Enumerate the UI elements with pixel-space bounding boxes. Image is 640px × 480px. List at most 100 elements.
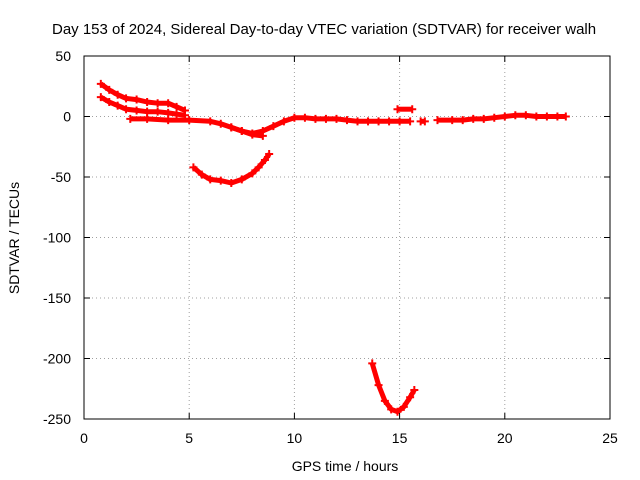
y-tick-label: -250	[43, 411, 71, 427]
data-point	[353, 117, 362, 126]
trace-line	[191, 152, 272, 186]
data-point	[561, 112, 570, 121]
data-point	[448, 116, 457, 125]
axis-ticks: 0 5 10 15 20 25 50 0 -50 -100 -150 -200 -250	[43, 48, 618, 446]
data-point	[393, 407, 402, 416]
data-point	[227, 123, 236, 132]
data-point	[521, 111, 530, 120]
data-point	[364, 117, 373, 126]
x-tick-label: 25	[602, 430, 618, 446]
trace-arc-5	[189, 150, 274, 188]
x-tick-label: 20	[497, 430, 513, 446]
data-point	[542, 112, 551, 121]
data-point	[258, 131, 267, 140]
data-point	[395, 117, 404, 126]
data-point	[368, 359, 377, 368]
data-point	[321, 114, 330, 123]
data-point	[269, 122, 278, 131]
data-point	[406, 393, 415, 402]
data-point	[143, 107, 152, 116]
data-point	[216, 119, 225, 128]
data-point	[387, 405, 396, 414]
data-point	[248, 169, 257, 178]
trace-arc-6	[368, 359, 419, 416]
data-point	[254, 163, 263, 172]
data-point	[532, 112, 541, 121]
data-point	[96, 79, 105, 88]
data-point	[153, 99, 162, 108]
data-point	[172, 102, 181, 111]
data-point	[172, 110, 181, 119]
data-point	[143, 114, 152, 123]
trace-arc-9	[433, 111, 570, 125]
y-tick-label: 0	[63, 109, 71, 125]
data-point	[332, 114, 341, 123]
trace-line	[230, 125, 264, 139]
trace-line	[99, 94, 186, 118]
data-point	[197, 170, 206, 179]
data-point	[420, 117, 429, 126]
data-point	[185, 116, 194, 125]
trace-arc-8	[416, 117, 429, 126]
data-point	[164, 116, 173, 125]
data-point	[553, 112, 562, 121]
x-tick-label: 15	[392, 430, 408, 446]
data-point	[122, 105, 131, 114]
data-point	[500, 112, 509, 121]
data-point	[105, 97, 114, 106]
data-point	[385, 117, 394, 126]
data-point	[374, 381, 383, 390]
data-point	[410, 385, 419, 394]
data-point	[511, 111, 520, 120]
data-point	[399, 402, 408, 411]
data-point	[265, 150, 274, 159]
trace-arc-1	[96, 79, 189, 115]
data-point	[216, 176, 225, 185]
data-point	[311, 114, 320, 123]
data-point	[279, 117, 288, 126]
data-point	[408, 105, 417, 114]
x-tick-label: 0	[80, 430, 88, 446]
trace-arc-7	[393, 105, 417, 114]
data-point	[458, 116, 467, 125]
data-point	[469, 114, 478, 123]
x-tick-label: 10	[287, 430, 303, 446]
data-point	[479, 114, 488, 123]
data-point	[206, 117, 215, 126]
data-point	[300, 113, 309, 122]
data-point	[237, 127, 246, 136]
data-point	[164, 99, 173, 108]
data-point	[113, 101, 122, 110]
data-point	[237, 175, 246, 184]
data-point	[153, 107, 162, 116]
data-point	[260, 156, 269, 165]
data-point	[393, 105, 402, 114]
x-tick-label: 5	[185, 430, 193, 446]
data-point	[132, 106, 141, 115]
data-traces	[96, 79, 570, 416]
data-point	[164, 108, 173, 117]
data-point	[143, 97, 152, 106]
data-point	[406, 117, 415, 126]
y-tick-label: -200	[43, 351, 71, 367]
data-point	[380, 396, 389, 405]
trace-line	[369, 362, 417, 415]
y-axis-label: SDTVAR / TECUs	[6, 182, 22, 294]
data-point	[189, 163, 198, 172]
y-tick-label: -150	[43, 290, 71, 306]
trace-arc-3	[126, 113, 415, 138]
data-point	[490, 113, 499, 122]
data-point	[105, 85, 114, 94]
data-point	[227, 179, 236, 188]
data-point	[290, 113, 299, 122]
trace-line	[99, 81, 186, 113]
data-point	[96, 93, 105, 102]
data-point	[122, 94, 131, 103]
data-point	[433, 116, 442, 125]
data-point	[248, 130, 257, 139]
chart-title: Day 153 of 2024, Sidereal Day-to-day VTE…	[52, 21, 596, 38]
data-point	[126, 114, 135, 123]
trace-arc-4	[227, 123, 267, 140]
trace-arc-2	[96, 93, 189, 120]
